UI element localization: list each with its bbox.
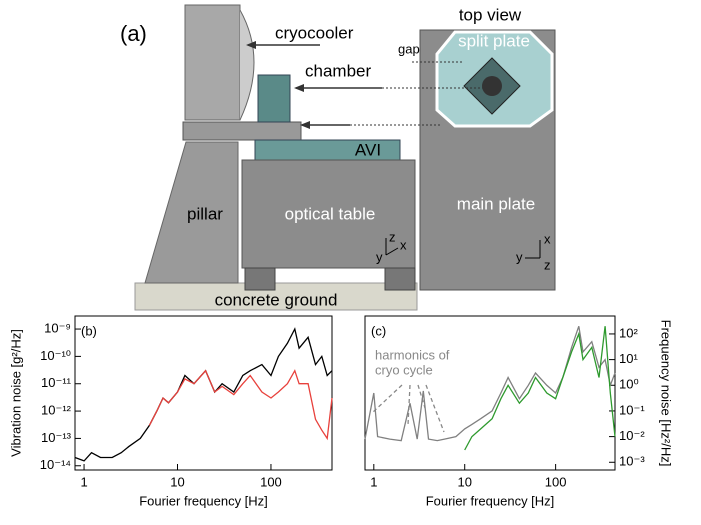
y-tick-label: 10⁻¹	[619, 402, 645, 417]
panel-label: (c)	[371, 323, 386, 338]
label: optical table	[285, 204, 376, 223]
plot-frame	[74, 315, 333, 471]
label: AVI	[355, 140, 381, 159]
annotation: harmonics of	[375, 347, 450, 362]
annotation: cryo cycle	[375, 362, 433, 377]
y-axis-label: Vibration noise [g²/Hz]	[8, 329, 23, 457]
label: top view	[459, 5, 522, 24]
x-tick-label: 100	[545, 474, 567, 489]
x-tick-label: 100	[260, 474, 282, 489]
y-tick-label: 10¹	[619, 351, 638, 366]
y-axis-label: Frequency noise [Hz²/Hz]	[659, 320, 674, 467]
label: pillar	[187, 204, 223, 223]
plot-frame	[364, 315, 616, 471]
axis-letter: z	[389, 229, 396, 244]
leg	[384, 267, 416, 291]
y-tick-label: 10⁻¹⁴	[40, 457, 71, 472]
panel-label: (a)	[120, 21, 147, 46]
series-line	[464, 326, 616, 451]
y-tick-label: 10²	[619, 325, 638, 340]
annotation-arrows	[371, 384, 445, 433]
arrowhead	[300, 121, 310, 129]
label: split plate	[458, 31, 530, 50]
axis-letter: y	[516, 249, 523, 264]
label: main plate	[457, 194, 535, 213]
y-tick-label: 10⁻²	[619, 428, 645, 443]
leg	[244, 267, 276, 291]
axis-letter: z	[544, 257, 551, 272]
pillar	[144, 141, 239, 284]
series-line	[74, 327, 333, 462]
chamber-port	[482, 76, 502, 96]
ground	[134, 282, 418, 311]
platform	[182, 121, 302, 141]
axis-letter: y	[376, 249, 383, 264]
axis-letter: x	[544, 231, 551, 246]
label: concrete ground	[215, 290, 338, 309]
panel-a: (a) cryocooler chamber top view gap spli…	[120, 4, 556, 311]
cryocooler-cover	[239, 9, 255, 121]
x-axis-label: Fourier frequency [Hz]	[426, 493, 555, 508]
y-tick-label: 10⁻⁹	[44, 320, 71, 335]
y-tick-label: 10⁻¹¹	[41, 375, 72, 390]
cryocooler	[184, 4, 241, 121]
chamber	[257, 74, 291, 123]
y-tick-label: 10⁻¹⁰	[40, 348, 71, 363]
y-tick-label: 10⁻³	[619, 454, 645, 469]
y-tick-label: 10⁰	[619, 377, 639, 392]
series-line	[364, 325, 616, 442]
x-tick-label: 10	[170, 474, 184, 489]
arrowhead	[294, 84, 304, 92]
x-tick-label: 1	[370, 474, 377, 489]
series-line	[148, 369, 333, 441]
x-tick-label: 10	[457, 474, 471, 489]
axes-icon	[385, 238, 541, 259]
y-tick-label: 10⁻¹³	[41, 430, 72, 445]
label: chamber	[305, 61, 371, 80]
label: cryocooler	[275, 23, 354, 42]
label: gap	[398, 41, 420, 56]
x-axis-label: Fourier frequency [Hz]	[139, 493, 268, 508]
y-tick-label: 10⁻¹²	[41, 403, 72, 418]
arrowhead	[246, 41, 256, 49]
panel-label: (b)	[81, 323, 97, 338]
x-tick-label: 1	[80, 474, 87, 489]
axis-letter: x	[400, 237, 407, 252]
